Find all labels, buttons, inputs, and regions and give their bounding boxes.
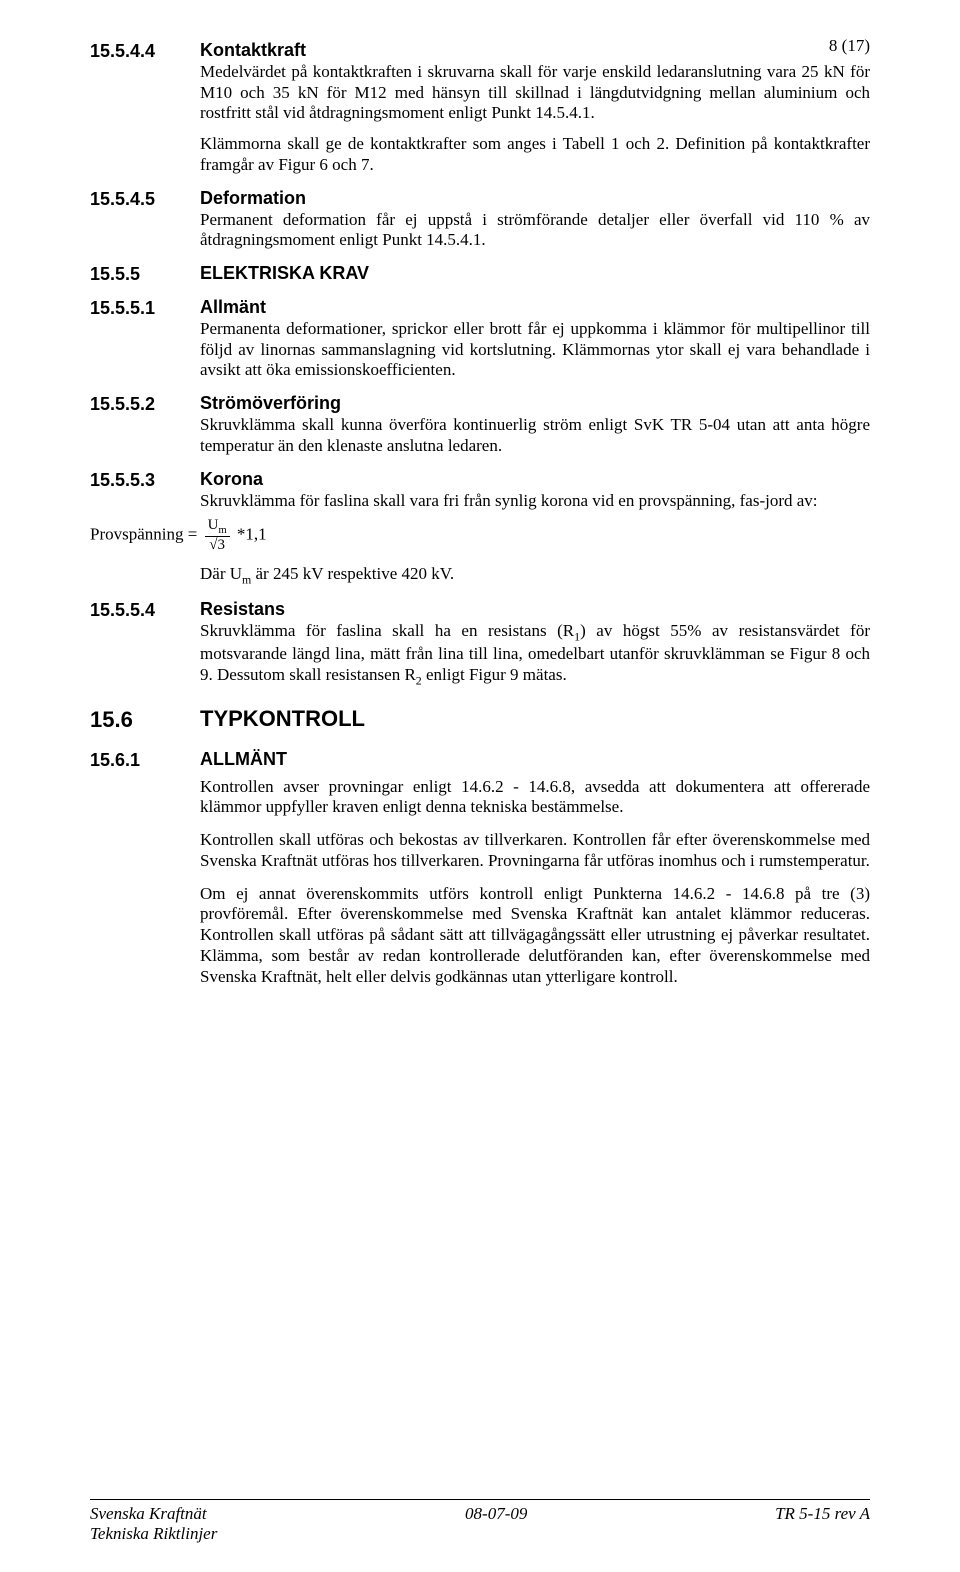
section-deformation: 15.5.4.5 Deformation Permanent deformati… <box>90 188 870 251</box>
section-title: Allmänt <box>200 297 266 317</box>
paragraph: Skruvklämma skall kunna överföra kontinu… <box>200 415 870 455</box>
paragraph: Där Um är 245 kV respektive 420 kV. <box>200 564 870 587</box>
fraction: Um √3 <box>205 517 230 554</box>
formula-suffix: *1,1 <box>237 525 267 544</box>
paragraph: Skruvklämma för faslina skall ha en resi… <box>200 621 870 684</box>
section-number: 15.5.4.4 <box>90 40 200 62</box>
paragraph: Medelvärdet på kontaktkraften i skruvarn… <box>200 62 870 122</box>
formula-prefix: Provspänning = <box>90 525 197 544</box>
numerator: Um <box>205 517 230 537</box>
denominator: √3 <box>205 537 230 554</box>
section-title: Korona <box>200 469 263 489</box>
paragraph: Klämmorna skall ge de kontaktkrafter som… <box>200 134 870 175</box>
footer-left: Svenska Kraftnät Tekniska Riktlinjer <box>90 1504 217 1544</box>
section-stromoverforing: 15.5.5.2 Strömöverföring Skruvklämma ska… <box>90 393 870 456</box>
paragraph: Skruvklämma för faslina skall vara fri f… <box>200 491 818 510</box>
section-number: 15.5.5.3 <box>90 469 200 491</box>
section-number: 15.5.5.4 <box>90 599 200 621</box>
footer-right: TR 5-15 rev A <box>775 1504 870 1544</box>
section-kontaktkraft: 15.5.4.4 Kontaktkraft Medelvärdet på kon… <box>90 40 870 176</box>
page-number: 8 (17) <box>829 36 870 56</box>
section-number: 15.6.1 <box>90 749 200 771</box>
paragraph: Kontrollen avser provningar enligt 14.6.… <box>200 777 870 818</box>
section-number: 15.5.4.5 <box>90 188 200 210</box>
section-number: 15.5.5 <box>90 263 200 285</box>
section-title: ALLMÄNT <box>200 749 287 769</box>
page-footer: Svenska Kraftnät Tekniska Riktlinjer 08-… <box>90 1499 870 1544</box>
section-number: 15.5.5.2 <box>90 393 200 415</box>
formula: Provspänning = Um √3 *1,1 <box>90 517 870 554</box>
section-allmant: 15.5.5.1 Allmänt Permanenta deformatione… <box>90 297 870 381</box>
section-title: Strömöverföring <box>200 393 341 413</box>
section-number: 15.5.5.1 <box>90 297 200 319</box>
paragraph: Om ej annat överenskommits utförs kontro… <box>200 884 870 988</box>
section-typkontroll: 15.6 TYPKONTROLL <box>90 706 870 733</box>
section-title: TYPKONTROLL <box>200 706 365 731</box>
paragraph: Kontrollen skall utföras och bekostas av… <box>200 830 870 871</box>
section-resistans: 15.5.5.4 Resistans Skruvklämma för fasli… <box>90 599 870 688</box>
paragraph: Permanent deformation får ej uppstå i st… <box>200 210 870 250</box>
section-title: ELEKTRISKA KRAV <box>200 263 369 283</box>
section-korona: 15.5.5.3 Korona Skruvklämma för faslina … <box>90 469 870 588</box>
section-allmant-2: 15.6.1 ALLMÄNT Kontrollen avser provning… <box>90 749 870 988</box>
section-number: 15.6 <box>90 706 200 733</box>
section-title: Deformation <box>200 188 306 208</box>
section-elektriska-krav: 15.5.5 ELEKTRISKA KRAV <box>90 263 870 285</box>
section-title: Resistans <box>200 599 285 619</box>
footer-center: 08-07-09 <box>465 1504 527 1544</box>
section-title: Kontaktkraft <box>200 40 306 60</box>
paragraph: Permanenta deformationer, sprickor eller… <box>200 319 870 379</box>
page: 8 (17) 15.5.4.4 Kontaktkraft Medelvärdet… <box>0 0 960 1572</box>
